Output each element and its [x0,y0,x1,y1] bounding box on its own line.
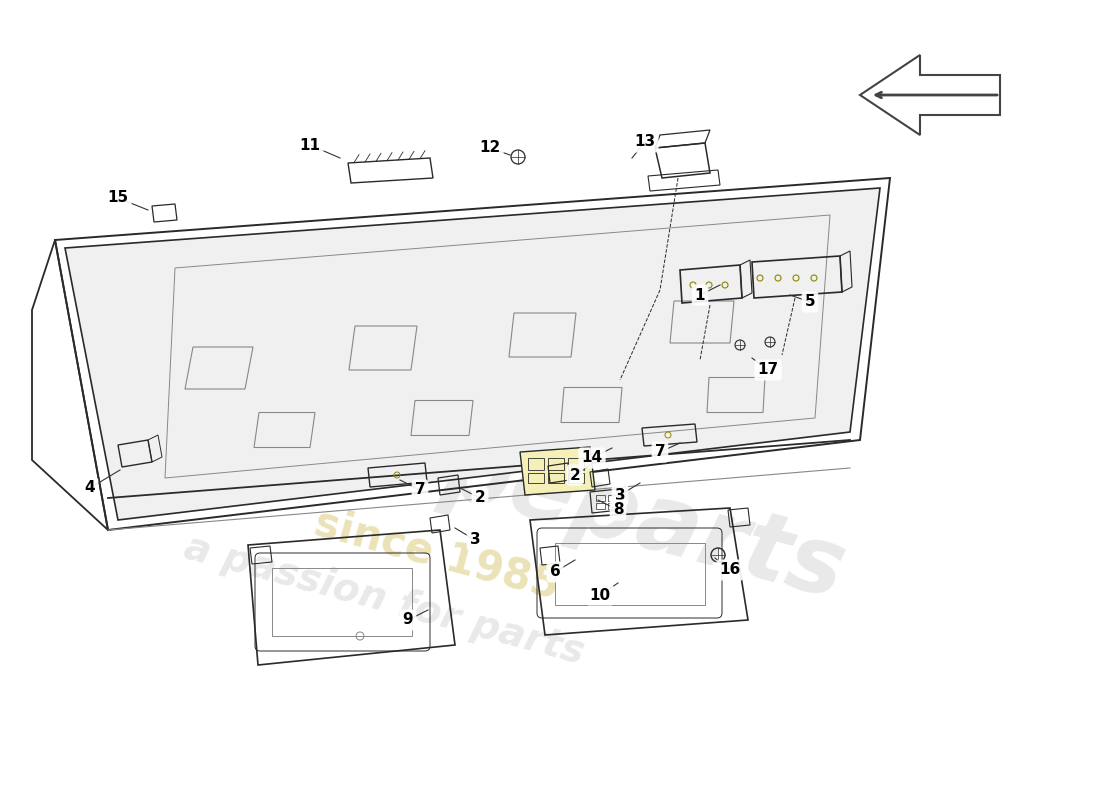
Text: 15: 15 [108,190,129,206]
Text: 10: 10 [590,587,610,602]
Bar [568,458,584,470]
Text: a passion for parts: a passion for parts [180,528,588,672]
Bar [608,495,617,501]
Text: 17: 17 [758,362,779,378]
Text: 9: 9 [403,613,414,627]
Bar [528,473,544,483]
Text: 3: 3 [615,487,625,502]
Polygon shape [65,188,880,520]
Text: 6: 6 [550,565,560,579]
Text: 1: 1 [695,287,705,302]
Text: europeparts: europeparts [200,361,856,619]
Text: since 1985: since 1985 [310,502,564,608]
Text: 2: 2 [474,490,485,506]
Text: 3: 3 [470,533,481,547]
Bar [528,458,544,470]
Text: 2: 2 [570,467,581,482]
Bar [548,458,564,470]
Bar [596,495,605,501]
Text: 8: 8 [613,502,624,518]
Bar [548,473,564,483]
Text: 7: 7 [654,445,666,459]
Text: 4: 4 [85,481,96,495]
Text: 7: 7 [415,482,426,498]
Bar [556,543,705,605]
Bar [596,503,605,509]
Bar [568,473,584,483]
Text: 11: 11 [299,138,320,153]
Text: 14: 14 [582,450,603,466]
Text: 16: 16 [719,562,740,578]
Bar [608,503,617,509]
Text: 13: 13 [635,134,656,150]
Text: 5: 5 [805,294,815,310]
Polygon shape [520,447,595,495]
Text: 12: 12 [480,141,501,155]
Bar [272,568,412,636]
